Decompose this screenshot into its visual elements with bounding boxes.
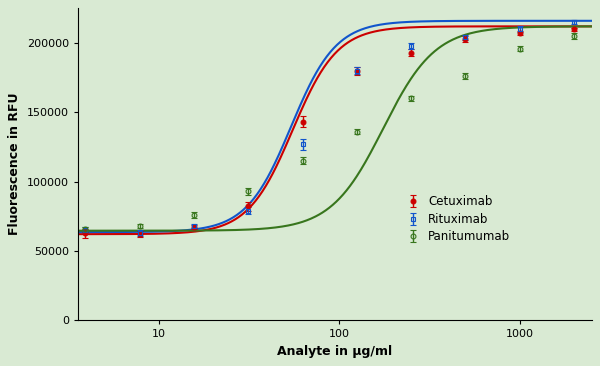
Legend: Cetuximab, Rituximab, Panitumumab: Cetuximab, Rituximab, Panitumumab bbox=[403, 195, 511, 243]
Y-axis label: Fluorescence in RFU: Fluorescence in RFU bbox=[8, 93, 22, 235]
X-axis label: Analyte in µg/ml: Analyte in µg/ml bbox=[277, 345, 392, 358]
